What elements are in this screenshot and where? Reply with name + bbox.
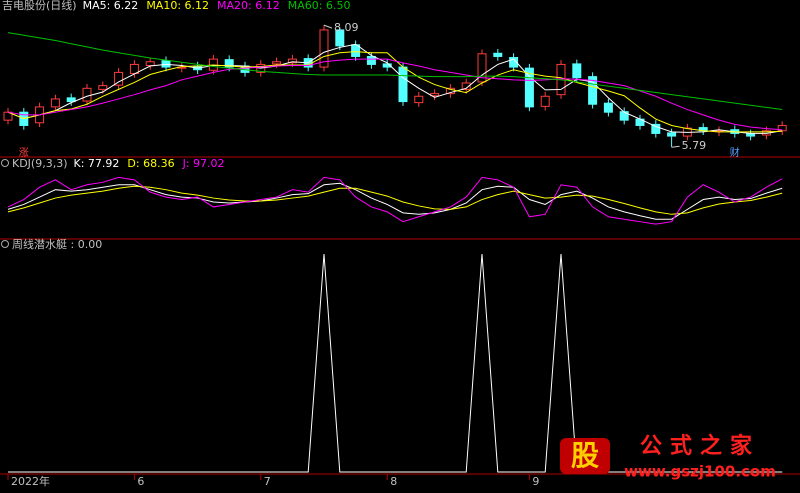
- candle-body: [572, 63, 582, 79]
- watermark-logo-bg: [560, 438, 610, 474]
- watermark: 股 公式之家 www.gszj100.com: [560, 433, 776, 481]
- annotation-leader: [671, 145, 680, 148]
- candle-body: [524, 67, 534, 108]
- legend-entry: K: 77.92: [74, 157, 120, 170]
- candle-body: [224, 59, 234, 68]
- watermark-logo: 股: [571, 439, 599, 472]
- candle-body: [272, 61, 282, 65]
- candle-body: [66, 97, 76, 103]
- series-line: [7, 51, 783, 133]
- candle-body: [366, 55, 376, 65]
- legend-entry: MA20: 6.12: [217, 0, 280, 12]
- legend-entry: D: 68.36: [127, 157, 174, 170]
- candle-body: [509, 57, 519, 68]
- panel-icon: [1, 159, 9, 167]
- series-line: [8, 253, 783, 473]
- candle-body: [493, 52, 503, 57]
- candle-body: [287, 58, 297, 64]
- x-tick-label: 6: [137, 475, 144, 488]
- candle-body: [414, 95, 424, 104]
- candle-body: [651, 123, 661, 134]
- panel-title: 吉电股份(日线): [2, 0, 77, 12]
- candle-body: [667, 132, 677, 137]
- x-tick-label: 2022年: [11, 474, 50, 488]
- max-label: 8.09: [334, 21, 359, 34]
- candle-body: [746, 133, 756, 137]
- watermark-name: 公式之家: [640, 433, 760, 459]
- event-marker: 财: [730, 146, 740, 159]
- series-line: [7, 185, 783, 215]
- candle-body: [114, 71, 124, 86]
- watermark-url: www.gszj100.com: [624, 463, 776, 481]
- candle-body: [398, 66, 408, 103]
- candle-body: [540, 95, 550, 107]
- series-line: [7, 176, 783, 225]
- candle-body: [50, 98, 60, 108]
- x-tick-label: 9: [532, 475, 539, 488]
- panel-title: KDJ(9,3,3): [12, 157, 68, 170]
- candle-body: [603, 102, 613, 113]
- panel-title: 周线潜水艇 : 0.00: [12, 237, 102, 251]
- min-label: 5.79: [682, 139, 707, 152]
- candle-body: [145, 61, 155, 66]
- event-marker: 涨: [19, 147, 29, 159]
- series-line: [7, 43, 783, 134]
- legend-entry: MA5: 6.22: [83, 0, 139, 12]
- legend-entry: J: 97.02: [182, 157, 225, 170]
- legend-entry: MA10: 6.12: [146, 0, 209, 12]
- candle-body: [588, 76, 598, 105]
- x-tick-label: 8: [390, 475, 397, 488]
- panel-icon: [1, 240, 9, 248]
- candle-body: [461, 82, 471, 90]
- candle-body: [98, 85, 108, 90]
- annotation-leader: [323, 24, 333, 29]
- candle-body: [477, 53, 487, 83]
- series-line: [7, 32, 783, 111]
- candle-body: [382, 63, 392, 68]
- candle-body: [82, 87, 92, 102]
- series-line: [7, 58, 783, 131]
- candle-body: [335, 29, 345, 47]
- legend-entry: MA60: 6.50: [288, 0, 351, 12]
- x-tick-label: 7: [264, 475, 271, 488]
- candle-body: [319, 29, 329, 68]
- candle-body: [161, 60, 171, 68]
- series-line: [7, 182, 783, 220]
